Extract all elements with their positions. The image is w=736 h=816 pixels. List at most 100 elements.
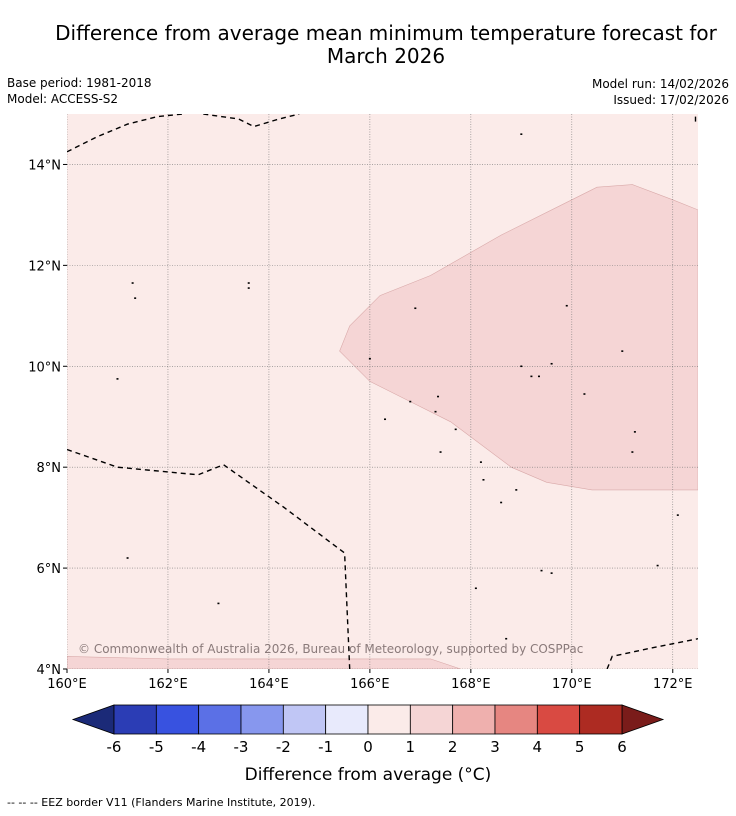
island: [505, 637, 508, 640]
lon-tick-label: 172°E: [653, 677, 693, 692]
colorbar-extend-high: [621, 704, 665, 735]
longitude-labels: 160°E 162°E 164°E 166°E 168°E 170°E 172°E: [47, 669, 693, 692]
island: [479, 461, 482, 463]
colorbar-tick-label: 3: [490, 738, 500, 756]
island: [474, 587, 477, 590]
colorbar-tick-label: -2: [276, 738, 291, 756]
anomaly-region-0: [339, 184, 698, 491]
meta-right: Model run: 14/02/2026 Issued: 17/02/2026: [592, 76, 729, 108]
lon-tick-label: 160°E: [47, 677, 87, 692]
colorbar-tick-label: 2: [448, 738, 458, 756]
colorbar-swatch: [367, 704, 411, 735]
latitude-labels: 4°N 6°N 8°N 10°N 12°N 14°N: [28, 158, 67, 678]
colorbar-extend-low: [71, 704, 115, 735]
colorbar-tick-label: -5: [149, 738, 164, 756]
colorbar-tick-label: 6: [617, 738, 627, 756]
island: [217, 602, 220, 605]
island: [126, 557, 129, 559]
island: [409, 400, 412, 403]
model-name: Model: ACCESS-S2: [7, 92, 119, 106]
island: [368, 357, 371, 360]
colorbar-tick-label: -1: [318, 738, 333, 756]
base-period: Base period: 1981-2018: [7, 76, 152, 90]
island: [434, 410, 437, 413]
colorbar-tick-label: -3: [234, 738, 249, 756]
colorbar-swatch: [282, 704, 327, 735]
title-line-2: March 2026: [326, 44, 446, 68]
colorbar-label: Difference from average (°C): [245, 765, 492, 785]
island: [565, 304, 568, 307]
issued-date: Issued: 17/02/2026: [613, 93, 729, 107]
colorbar-swatch: [240, 704, 284, 735]
island: [500, 501, 503, 504]
island: [131, 282, 134, 284]
colorbar-tick-label: 4: [533, 738, 543, 756]
map-title: Difference from average mean minimum tem…: [0, 22, 736, 68]
map-plot-area: [67, 114, 698, 669]
lon-tick-label: 166°E: [350, 677, 390, 692]
island: [583, 393, 586, 395]
island: [540, 569, 543, 572]
colorbar-tick-label: 5: [575, 738, 585, 756]
copyright-notice: © Commonwealth of Australia 2026, Bureau…: [78, 642, 583, 656]
island: [439, 451, 442, 453]
anomaly-region-1: [67, 656, 461, 669]
colorbar-swatch: [113, 704, 157, 735]
island: [550, 362, 553, 365]
colorbar-swatch: [452, 704, 496, 735]
lon-tick-label: 168°E: [451, 677, 491, 692]
island: [482, 478, 485, 481]
colorbar-swatch: [579, 704, 623, 735]
colorbar-swatch: [325, 704, 369, 735]
meta-left: Base period: 1981-2018 Model: ACCESS-S2: [7, 75, 152, 107]
island: [247, 282, 250, 284]
legend-footnote: -- -- -- EEZ border V11 (Flanders Marine…: [7, 796, 316, 809]
islands: [116, 133, 679, 640]
colorbar-swatch: [155, 704, 200, 735]
anomaly-regions: [67, 184, 698, 669]
map-gridlines: [67, 114, 698, 669]
colorbar-swatch: [494, 704, 538, 735]
eez-border-line: [606, 638, 698, 669]
eez-border-line: [203, 114, 300, 128]
colorbar-swatch: [409, 704, 454, 735]
lon-tick-label: 164°E: [249, 677, 289, 692]
colorbar-tick-label: 1: [406, 738, 416, 756]
island: [454, 428, 457, 431]
lon-tick-label: 162°E: [148, 677, 188, 692]
island: [676, 514, 679, 516]
model-run: Model run: 14/02/2026: [591, 77, 729, 91]
colorbar-tick-labels: -6 -5 -4 -3 -2 -1 0 1 2 3 4 5 6: [107, 738, 627, 756]
colorbar-tick-label: -6: [107, 738, 122, 756]
eez-border-line: [67, 114, 184, 153]
island: [247, 287, 250, 289]
island: [537, 375, 540, 378]
colorbar-swatch: [198, 704, 242, 735]
island: [633, 431, 636, 433]
island: [116, 378, 119, 380]
colorbar-tick-label: 0: [363, 738, 373, 756]
island: [621, 350, 624, 352]
colorbar-swatch: [536, 704, 581, 735]
colorbar: [71, 704, 665, 735]
island: [515, 489, 518, 491]
lon-tick-label: 170°E: [552, 677, 592, 692]
lat-tick-label: 12°N: [28, 259, 61, 274]
lat-tick-label: 6°N: [37, 562, 62, 577]
island: [414, 307, 417, 310]
title-line-1: Difference from average mean minimum tem…: [55, 21, 717, 45]
island: [437, 395, 440, 398]
lat-tick-label: 8°N: [37, 461, 62, 476]
island: [631, 451, 634, 453]
colorbar-tick-label: -4: [191, 738, 206, 756]
island: [530, 375, 533, 378]
lat-tick-label: 10°N: [28, 360, 61, 375]
island: [520, 133, 523, 135]
island: [550, 572, 553, 574]
eez-borders: [67, 114, 698, 669]
island: [656, 564, 659, 567]
island: [384, 418, 387, 421]
island: [134, 297, 137, 299]
lat-tick-label: 4°N: [37, 663, 62, 678]
